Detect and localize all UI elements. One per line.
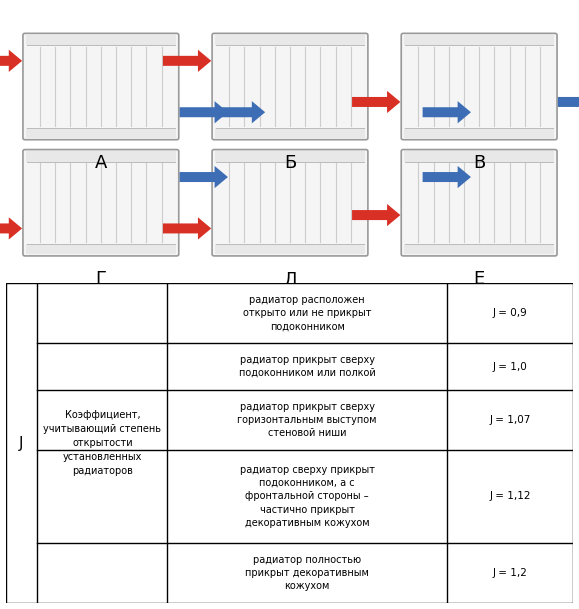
FancyBboxPatch shape [212, 150, 368, 256]
Bar [404, 35, 554, 46]
Text: Е: Е [474, 270, 485, 288]
Text: J = 1,2: J = 1,2 [493, 568, 527, 578]
Bar [26, 244, 176, 254]
Bar [215, 244, 365, 254]
Text: J: J [19, 435, 24, 451]
Bar [215, 128, 365, 138]
Text: радиатор расположен
открыто или не прикрыт
подоконником: радиатор расположен открыто или не прикр… [243, 295, 371, 331]
Text: Д: Д [283, 270, 297, 288]
FancyBboxPatch shape [23, 150, 179, 256]
Text: Г: Г [96, 270, 107, 288]
Text: радиатор прикрыт сверху
горизонтальным выступом
стеновой ниши: радиатор прикрыт сверху горизонтальным в… [237, 401, 377, 438]
Bar [215, 35, 365, 46]
Bar [26, 35, 176, 46]
Text: В: В [473, 154, 485, 172]
Text: радиатор сверху прикрыт
подоконником, а с
фронтальной стороны –
частично прикрыт: радиатор сверху прикрыт подоконником, а … [240, 465, 375, 528]
FancyBboxPatch shape [401, 150, 557, 256]
Text: J = 0,9: J = 0,9 [493, 308, 527, 319]
FancyBboxPatch shape [23, 33, 179, 139]
Text: А: А [94, 154, 107, 172]
Text: радиатор полностью
прикрыт декоративным
кожухом: радиатор полностью прикрыт декоративным … [245, 555, 369, 591]
Text: J = 1,07: J = 1,07 [489, 415, 531, 425]
Bar [404, 244, 554, 254]
FancyBboxPatch shape [401, 33, 557, 139]
Text: Б: Б [284, 154, 296, 172]
Bar [26, 152, 176, 161]
Bar [404, 128, 554, 138]
Text: Коэффициент,
учитывающий степень
открытости
установленных
радиаторов: Коэффициент, учитывающий степень открыто… [43, 410, 162, 476]
FancyBboxPatch shape [212, 33, 368, 139]
Bar [26, 128, 176, 138]
Bar [404, 152, 554, 161]
Text: J = 1,0: J = 1,0 [493, 362, 527, 371]
Text: радиатор прикрыт сверху
подоконником или полкой: радиатор прикрыт сверху подоконником или… [239, 355, 376, 378]
Bar [215, 152, 365, 161]
Text: J = 1,12: J = 1,12 [489, 491, 531, 501]
